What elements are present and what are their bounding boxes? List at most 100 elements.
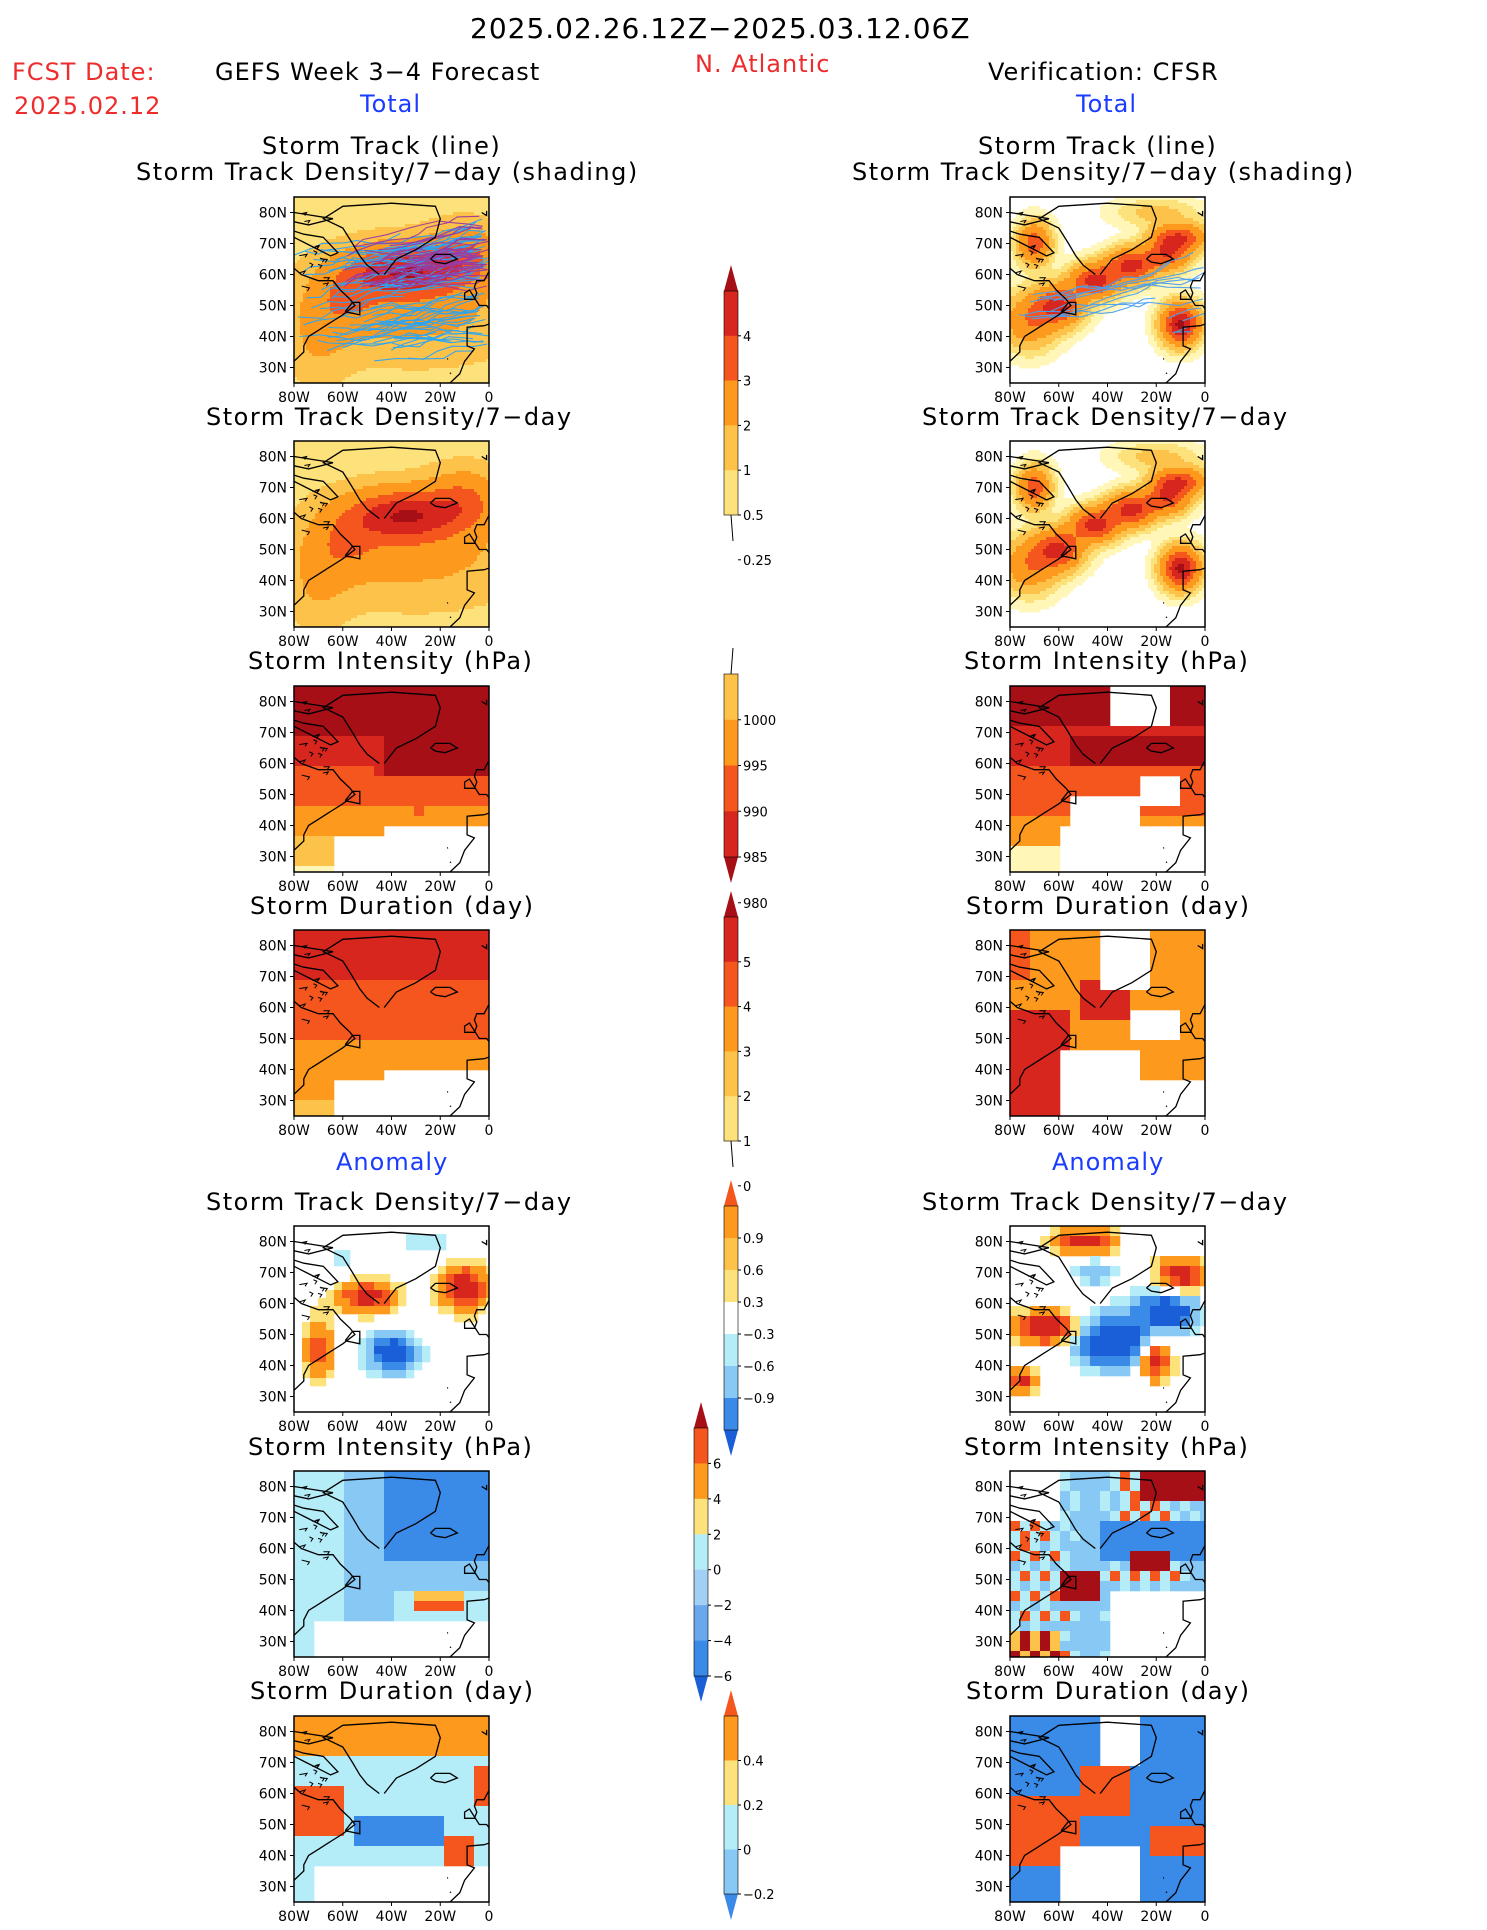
- colorbar-swatch: [724, 291, 738, 336]
- colorbar-swatch: [724, 766, 738, 812]
- lat-tick-label: 50N: [259, 1328, 287, 1344]
- colorbar-label: 0.4: [743, 1755, 764, 1770]
- lat-tick-label: 70N: [259, 970, 287, 986]
- lat-tick-label: 80N: [259, 939, 287, 955]
- colorbar-swatch: [724, 470, 738, 515]
- lon-tick-label: 40W: [1092, 1123, 1124, 1139]
- lon-tick-label: 60W: [327, 879, 359, 895]
- colorbar-swatch: [724, 336, 738, 381]
- lon-tick-label: 20W: [1140, 1123, 1172, 1139]
- colorbar-label: 3: [743, 375, 751, 390]
- lat-tick-label: 80N: [975, 1480, 1003, 1496]
- total-label-left: Total: [360, 90, 421, 118]
- lon-tick-label: 60W: [327, 1909, 359, 1925]
- colorbar-swatch: [724, 1302, 738, 1334]
- lon-tick-label: 40W: [1092, 390, 1124, 406]
- colorbar-swatch: [724, 962, 738, 1007]
- lat-tick-label: 70N: [975, 970, 1003, 986]
- lat-tick-label: 30N: [975, 850, 1003, 866]
- lat-tick-label: 30N: [259, 605, 287, 621]
- colorbar-swatch: [724, 674, 738, 720]
- lon-tick-label: 60W: [327, 390, 359, 406]
- lon-tick-label: 80W: [278, 879, 310, 895]
- lon-tick-label: 60W: [1043, 390, 1075, 406]
- lat-tick-label: 60N: [975, 512, 1003, 528]
- colorbar-label: 1: [743, 1135, 751, 1150]
- lon-tick-label: 60W: [1043, 1664, 1075, 1680]
- colorbar-anom-duration: 0.40.20−0.2−0.4: [722, 1690, 782, 1920]
- lon-tick-label: 0: [1201, 879, 1210, 895]
- title-fc-anom-duration: Storm Duration (day): [250, 1678, 535, 1705]
- lat-tick-label: 50N: [975, 299, 1003, 315]
- lon-tick-label: 40W: [376, 879, 408, 895]
- lat-tick-label: 70N: [259, 726, 287, 742]
- lat-tick-label: 60N: [259, 757, 287, 773]
- colorbar-swatch: [694, 1428, 708, 1464]
- lat-tick-label: 60N: [975, 757, 1003, 773]
- period-title: 2025.02.26.12Z−2025.03.12.06Z: [470, 12, 971, 45]
- lat-tick-label: 30N: [975, 361, 1003, 377]
- lat-tick-label: 50N: [259, 299, 287, 315]
- lat-tick-label: 50N: [975, 1032, 1003, 1048]
- map-shading: [294, 197, 489, 383]
- colorbar-swatch: [724, 1051, 738, 1096]
- lon-tick-label: 80W: [278, 390, 310, 406]
- lat-tick-label: 30N: [975, 605, 1003, 621]
- colorbar-swatch: [694, 1534, 708, 1570]
- colorbar-swatch: [724, 917, 738, 962]
- colorbar-label: 6: [713, 1457, 721, 1472]
- lon-tick-label: 60W: [1043, 634, 1075, 650]
- lat-tick-label: 70N: [975, 481, 1003, 497]
- lon-tick-label: 0: [485, 1123, 494, 1139]
- lon-tick-label: 80W: [994, 634, 1026, 650]
- lat-tick-label: 30N: [975, 1094, 1003, 1110]
- lat-tick-label: 40N: [259, 330, 287, 346]
- lon-tick-label: 0: [1201, 1909, 1210, 1925]
- lat-tick-label: 30N: [259, 850, 287, 866]
- lon-tick-label: 80W: [278, 1664, 310, 1680]
- colorbar-swatch: [694, 1641, 708, 1677]
- lat-tick-label: 80N: [975, 206, 1003, 222]
- colorbar-swatch: [724, 1366, 738, 1398]
- lon-tick-label: 80W: [994, 1664, 1026, 1680]
- lon-tick-label: 80W: [994, 1419, 1026, 1435]
- lon-tick-label: 20W: [424, 1123, 456, 1139]
- lon-tick-label: 80W: [278, 634, 310, 650]
- verification-label: Verification: CFSR: [988, 58, 1219, 86]
- colorbar-label: 1000: [743, 714, 776, 729]
- map-shading: [294, 930, 494, 1120]
- lat-tick-label: 80N: [975, 450, 1003, 466]
- lat-tick-label: 60N: [259, 1787, 287, 1803]
- region-label: N. Atlantic: [695, 50, 830, 78]
- lon-tick-label: 0: [485, 879, 494, 895]
- lon-tick-label: 20W: [1140, 1664, 1172, 1680]
- lon-tick-label: 20W: [424, 1909, 456, 1925]
- map-shading: [1010, 686, 1210, 876]
- colorbar-top-arrow: [724, 265, 738, 291]
- lon-tick-label: 80W: [278, 1909, 310, 1925]
- colorbar-top-arrow: [724, 1180, 738, 1206]
- lon-tick-label: 80W: [994, 390, 1026, 406]
- lat-tick-label: 80N: [259, 1480, 287, 1496]
- lat-tick-label: 30N: [975, 1390, 1003, 1406]
- lon-tick-label: 40W: [376, 634, 408, 650]
- title-fc-duration: Storm Duration (day): [250, 893, 535, 920]
- lat-tick-label: 50N: [975, 1573, 1003, 1589]
- map-shading: [294, 441, 489, 627]
- colorbar-swatch: [724, 1206, 738, 1238]
- lon-tick-label: 0: [485, 1419, 494, 1435]
- lat-tick-label: 40N: [975, 1063, 1003, 1079]
- colorbar-svg: 0.40.20−0.2−0.4: [722, 1690, 792, 1930]
- lon-tick-label: 60W: [1043, 1909, 1075, 1925]
- colorbar-swatch: [724, 1850, 738, 1895]
